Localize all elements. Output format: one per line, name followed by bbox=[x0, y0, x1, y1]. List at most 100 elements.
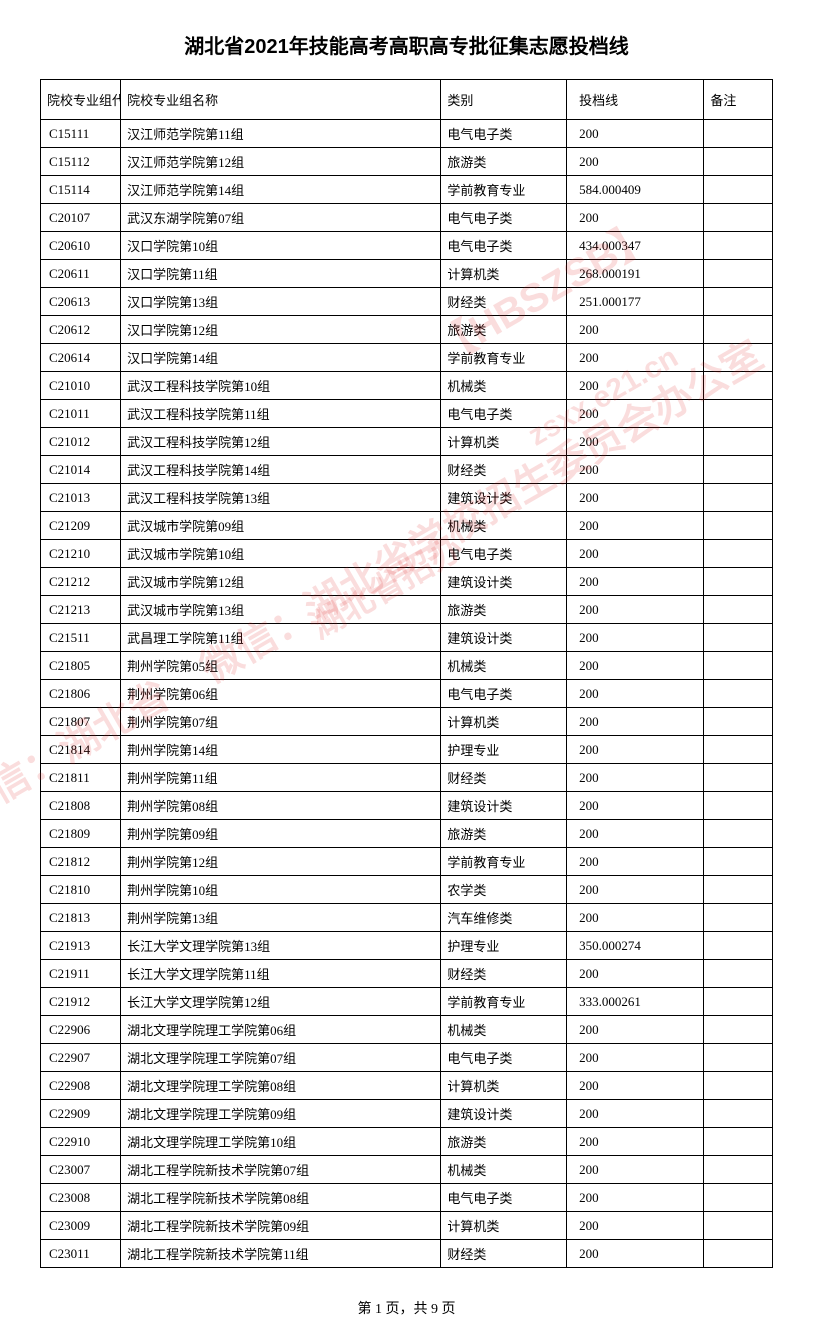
cell-category: 护理专业 bbox=[441, 736, 567, 764]
table-row: C21810荆州学院第10组农学类200 bbox=[41, 876, 773, 904]
cell-note bbox=[704, 1212, 773, 1240]
cell-score: 200 bbox=[567, 568, 704, 596]
table-row: C21805荆州学院第05组机械类200 bbox=[41, 652, 773, 680]
cell-category: 建筑设计类 bbox=[441, 624, 567, 652]
cell-score: 200 bbox=[567, 680, 704, 708]
cell-code: C21210 bbox=[41, 540, 121, 568]
cell-name: 汉江师范学院第14组 bbox=[121, 176, 441, 204]
cell-score: 200 bbox=[567, 1184, 704, 1212]
table-body: C15111汉江师范学院第11组电气电子类200C15112汉江师范学院第12组… bbox=[41, 120, 773, 1268]
cell-note bbox=[704, 428, 773, 456]
cell-note bbox=[704, 792, 773, 820]
cell-category: 学前教育专业 bbox=[441, 344, 567, 372]
table-row: C21806荆州学院第06组电气电子类200 bbox=[41, 680, 773, 708]
cell-score: 200 bbox=[567, 820, 704, 848]
cell-score: 584.000409 bbox=[567, 176, 704, 204]
table-row: C22909湖北文理学院理工学院第09组建筑设计类200 bbox=[41, 1100, 773, 1128]
cell-name: 汉口学院第13组 bbox=[121, 288, 441, 316]
table-row: C20107武汉东湖学院第07组电气电子类200 bbox=[41, 204, 773, 232]
cell-code: C21808 bbox=[41, 792, 121, 820]
table-row: C21913长江大学文理学院第13组护理专业350.000274 bbox=[41, 932, 773, 960]
cell-score: 200 bbox=[567, 792, 704, 820]
cell-category: 电气电子类 bbox=[441, 204, 567, 232]
cell-note bbox=[704, 708, 773, 736]
cell-code: C22906 bbox=[41, 1016, 121, 1044]
cell-category: 学前教育专业 bbox=[441, 848, 567, 876]
cell-code: C22910 bbox=[41, 1128, 121, 1156]
cell-score: 200 bbox=[567, 764, 704, 792]
table-row: C23009湖北工程学院新技术学院第09组计算机类200 bbox=[41, 1212, 773, 1240]
cell-score: 200 bbox=[567, 1044, 704, 1072]
cell-name: 武昌理工学院第11组 bbox=[121, 624, 441, 652]
cell-name: 长江大学文理学院第12组 bbox=[121, 988, 441, 1016]
cell-note bbox=[704, 148, 773, 176]
cell-code: C22909 bbox=[41, 1100, 121, 1128]
table-row: C23007湖北工程学院新技术学院第07组机械类200 bbox=[41, 1156, 773, 1184]
cell-category: 电气电子类 bbox=[441, 540, 567, 568]
table-row: C15114汉江师范学院第14组学前教育专业584.000409 bbox=[41, 176, 773, 204]
cell-note bbox=[704, 1044, 773, 1072]
cell-category: 财经类 bbox=[441, 1240, 567, 1268]
cell-name: 荆州学院第14组 bbox=[121, 736, 441, 764]
cell-score: 200 bbox=[567, 1072, 704, 1100]
cell-score: 200 bbox=[567, 1128, 704, 1156]
cell-code: C23011 bbox=[41, 1240, 121, 1268]
cell-score: 200 bbox=[567, 512, 704, 540]
header-name: 院校专业组名称 bbox=[121, 80, 441, 120]
cell-note bbox=[704, 848, 773, 876]
cell-note bbox=[704, 120, 773, 148]
cell-code: C20107 bbox=[41, 204, 121, 232]
cell-category: 护理专业 bbox=[441, 932, 567, 960]
cell-code: C21805 bbox=[41, 652, 121, 680]
cell-score: 200 bbox=[567, 204, 704, 232]
cell-name: 湖北工程学院新技术学院第09组 bbox=[121, 1212, 441, 1240]
cell-category: 电气电子类 bbox=[441, 1044, 567, 1072]
table-row: C15111汉江师范学院第11组电气电子类200 bbox=[41, 120, 773, 148]
cell-score: 200 bbox=[567, 344, 704, 372]
cell-score: 200 bbox=[567, 540, 704, 568]
table-row: C21209武汉城市学院第09组机械类200 bbox=[41, 512, 773, 540]
cell-code: C20613 bbox=[41, 288, 121, 316]
cell-score: 200 bbox=[567, 708, 704, 736]
cell-code: C21811 bbox=[41, 764, 121, 792]
table-row: C20613汉口学院第13组财经类251.000177 bbox=[41, 288, 773, 316]
header-category: 类别 bbox=[441, 80, 567, 120]
table-row: C20612汉口学院第12组旅游类200 bbox=[41, 316, 773, 344]
cell-code: C23008 bbox=[41, 1184, 121, 1212]
table-row: C23011湖北工程学院新技术学院第11组财经类200 bbox=[41, 1240, 773, 1268]
cell-name: 武汉城市学院第09组 bbox=[121, 512, 441, 540]
cell-name: 湖北工程学院新技术学院第11组 bbox=[121, 1240, 441, 1268]
cell-category: 建筑设计类 bbox=[441, 792, 567, 820]
table-row: C20610汉口学院第10组电气电子类434.000347 bbox=[41, 232, 773, 260]
cell-category: 电气电子类 bbox=[441, 120, 567, 148]
table-row: C22906湖北文理学院理工学院第06组机械类200 bbox=[41, 1016, 773, 1044]
cell-note bbox=[704, 260, 773, 288]
cell-note bbox=[704, 1240, 773, 1268]
cell-name: 武汉城市学院第13组 bbox=[121, 596, 441, 624]
cell-note bbox=[704, 1016, 773, 1044]
cell-code: C21913 bbox=[41, 932, 121, 960]
cell-name: 武汉工程科技学院第14组 bbox=[121, 456, 441, 484]
table-row: C21011武汉工程科技学院第11组电气电子类200 bbox=[41, 400, 773, 428]
cell-name: 荆州学院第10组 bbox=[121, 876, 441, 904]
cell-category: 财经类 bbox=[441, 456, 567, 484]
table-row: C21012武汉工程科技学院第12组计算机类200 bbox=[41, 428, 773, 456]
cell-note bbox=[704, 484, 773, 512]
cell-score: 200 bbox=[567, 120, 704, 148]
cell-note bbox=[704, 232, 773, 260]
cell-code: C23009 bbox=[41, 1212, 121, 1240]
table-header-row: 院校专业组代号 院校专业组名称 类别 投档线 备注 bbox=[41, 80, 773, 120]
cell-category: 财经类 bbox=[441, 764, 567, 792]
cell-score: 350.000274 bbox=[567, 932, 704, 960]
cell-name: 武汉城市学院第12组 bbox=[121, 568, 441, 596]
cell-category: 机械类 bbox=[441, 372, 567, 400]
cell-category: 旅游类 bbox=[441, 596, 567, 624]
cell-code: C21807 bbox=[41, 708, 121, 736]
table-row: C21213武汉城市学院第13组旅游类200 bbox=[41, 596, 773, 624]
cell-name: 武汉工程科技学院第10组 bbox=[121, 372, 441, 400]
cell-code: C21212 bbox=[41, 568, 121, 596]
cell-category: 学前教育专业 bbox=[441, 988, 567, 1016]
table-row: C21813荆州学院第13组汽车维修类200 bbox=[41, 904, 773, 932]
cell-category: 旅游类 bbox=[441, 316, 567, 344]
cell-note bbox=[704, 316, 773, 344]
